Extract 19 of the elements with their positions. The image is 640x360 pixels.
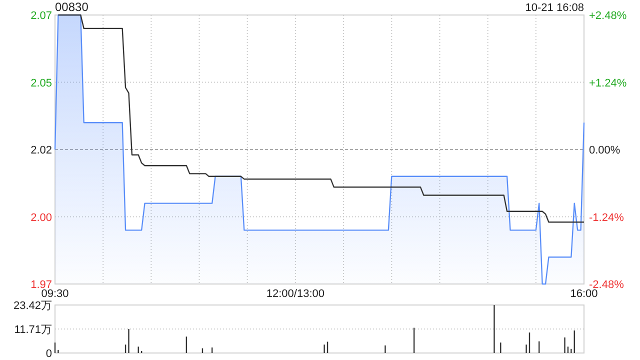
y-tick-label: 0: [46, 348, 52, 360]
y-tick-label: 11.71万: [14, 324, 52, 336]
y2-tick-label: +2.48%: [589, 10, 627, 22]
x-tick-label: 09:30: [41, 288, 69, 300]
y2-tick-label: +1.24%: [589, 77, 627, 90]
chart-title: 00830: [55, 0, 89, 14]
y2-tick-label: 0.00%: [589, 144, 620, 156]
y-tick-label: 23.42万: [13, 300, 52, 312]
y-tick-label: 2.05: [30, 77, 52, 90]
y-tick-label: 2.02: [30, 144, 52, 156]
y2-tick-label: -2.48%: [589, 279, 624, 291]
x-tick-label: 16:00: [570, 288, 598, 300]
line-series: [58, 14, 585, 223]
y-tick-label: 2.07: [30, 10, 52, 22]
text: 10-21 16:08: [525, 2, 584, 14]
y-tick-label: 1.97: [30, 279, 52, 291]
y2-tick-label: -1.24%: [589, 212, 624, 224]
y-tick-label: 2.00: [30, 212, 52, 224]
x-tick-label: 12:00/13:00: [266, 288, 325, 300]
